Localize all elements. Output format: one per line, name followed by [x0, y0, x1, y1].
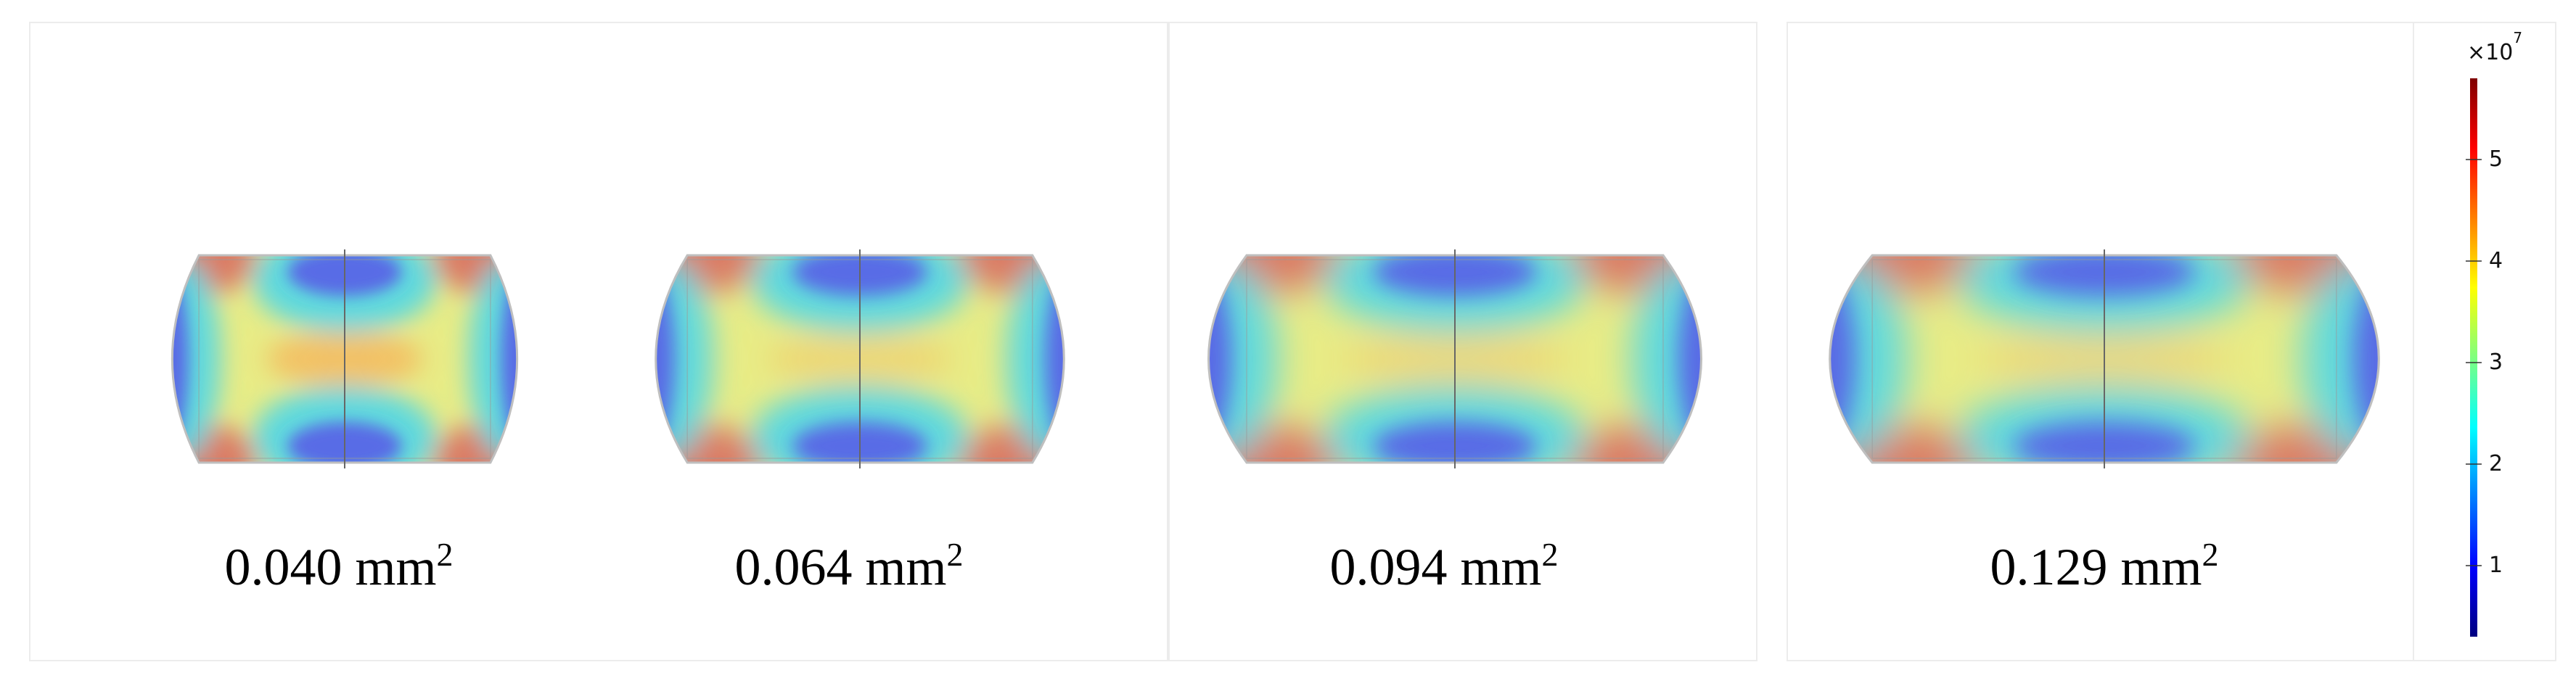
area-label-4: 0.129 mm2	[1990, 536, 2219, 596]
barrel-outline	[655, 254, 1065, 464]
sim-panel-1	[167, 239, 522, 479]
sim-panel-2	[649, 239, 1070, 479]
barrel-outline	[1207, 254, 1702, 464]
area-label-3: 0.094 mm2	[1329, 536, 1559, 596]
barrel-outline	[1829, 254, 2380, 464]
colorbar-tick-2: 2	[2489, 451, 2503, 476]
area-label-1: 0.040 mm2	[224, 536, 454, 596]
colorbar: ×107 1 2 3 4 5	[2460, 29, 2547, 645]
stress-field-4	[1829, 249, 2380, 468]
sim-panel-3	[1201, 239, 1709, 479]
barrel-outline	[171, 254, 519, 464]
colorbar-gradient	[2466, 78, 2482, 637]
stress-field-2	[655, 249, 1065, 468]
colorbar-exponent: ×107	[2467, 29, 2523, 65]
sim-panel-4	[1821, 239, 2387, 479]
colorbar-tick-1: 1	[2489, 553, 2503, 578]
colorbar-tick-3: 3	[2489, 350, 2503, 375]
area-label-2: 0.064 mm2	[734, 536, 964, 596]
colorbar-tick-5: 5	[2489, 146, 2503, 172]
panel-frame-colorbar	[2414, 22, 2556, 661]
stress-field-3	[1207, 249, 1702, 468]
stress-field-1	[171, 249, 519, 468]
colorbar-bar	[2470, 78, 2477, 637]
colorbar-tick-4: 4	[2489, 248, 2503, 273]
